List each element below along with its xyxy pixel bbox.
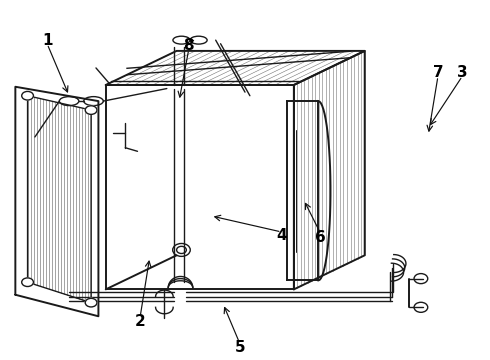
Text: 5: 5: [235, 340, 245, 355]
Text: 7: 7: [433, 65, 443, 80]
Text: 4: 4: [276, 228, 287, 243]
Text: 1: 1: [42, 33, 52, 48]
Circle shape: [85, 298, 97, 307]
Circle shape: [85, 106, 97, 114]
Circle shape: [22, 278, 33, 287]
Circle shape: [22, 91, 33, 100]
Text: 8: 8: [183, 38, 194, 53]
Text: 6: 6: [316, 230, 326, 245]
Text: 3: 3: [457, 65, 468, 80]
Text: 2: 2: [135, 314, 146, 329]
